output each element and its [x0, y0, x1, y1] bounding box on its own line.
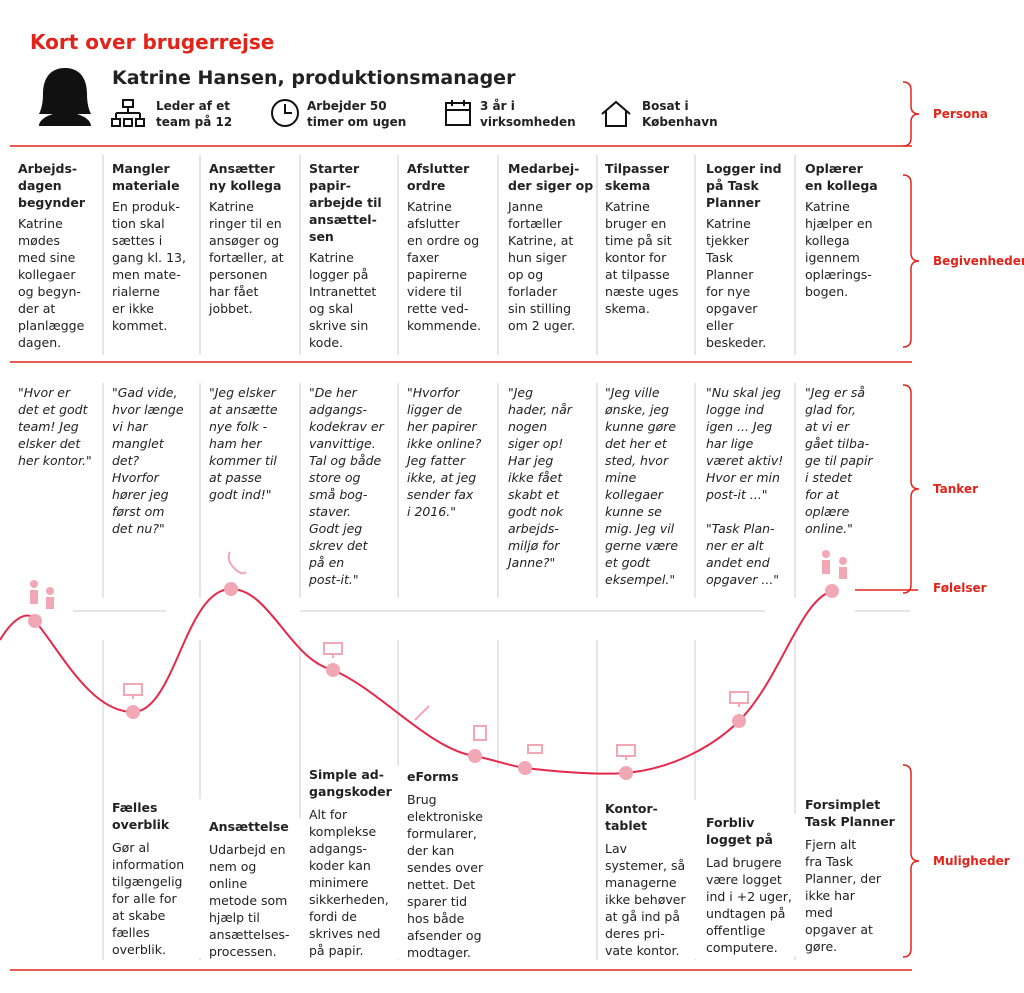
event-title: Oplærer en kollega — [805, 161, 878, 193]
opportunity-text: Lad brugere være logget ind i +2 uger, u… — [706, 855, 792, 955]
event-text: Katrine bruger en time på sit kontor for… — [605, 199, 679, 316]
opportunity: Simple ad- gangskoder Alt for komplekse a… — [309, 766, 403, 959]
thought: "Hvor er det et godt team! Jeg elsker de… — [18, 385, 92, 468]
persona-name: Katrine Hansen, produktionsmanager — [112, 67, 516, 89]
rules — [10, 81, 920, 971]
thought: "Jeg hader, når nogen siger op! Har jeg … — [508, 385, 572, 570]
persona-fact: Leder af et team på 12 — [156, 99, 233, 129]
opportunity-text: Brug elektroniske formularer, der kan se… — [407, 792, 484, 960]
persona-avatar — [39, 68, 91, 126]
event-text: Katrine tjekker Task Planner for nye opg… — [706, 216, 767, 350]
event: Ansætter ny kollega Katrine ringer til en… — [209, 160, 301, 317]
page-title: Kort over brugerrejse — [30, 30, 275, 54]
opportunity-title: eForms — [407, 769, 459, 784]
event-text: Katrine logger på Intranettet og skal sk… — [309, 250, 377, 350]
event: Afslutter ordre Katrine afslutter en ordr… — [407, 160, 499, 334]
opportunity-text: Gør al information tilgængelig for alle … — [112, 840, 185, 957]
section-label: Begivenheder — [933, 254, 1024, 268]
opportunity-title: Fælles overblik — [112, 800, 170, 832]
section-label: Tanker — [933, 482, 978, 496]
thought: "Gad vide, hvor længe vi har manglet det… — [112, 385, 184, 536]
event-title: Afslutter ordre — [407, 161, 470, 193]
event-title: Mangler materiale — [112, 161, 180, 193]
section-label: Muligheder — [933, 854, 1010, 868]
opportunity: Forsimplet Task Planner Fjern alt fra Tas… — [805, 796, 899, 955]
opportunity-title: Kontor- tablet — [605, 801, 658, 833]
opportunity-title: Forbliv logget på — [706, 815, 773, 847]
event-title: Logger ind på Task Planner — [706, 161, 782, 210]
event-text: Katrine afslutter en ordre og faxer papi… — [407, 199, 482, 333]
opportunity-title: Forsimplet Task Planner — [805, 797, 895, 829]
emotion-icons — [123, 551, 749, 760]
thought: "Hvorfor ligger de her papirer ikke onli… — [407, 385, 482, 519]
thought: "Nu skal jeg logge ind igen ... Jeg har … — [706, 385, 784, 587]
opportunity-text: Udarbejd en nem og online metode som hjæ… — [209, 842, 290, 959]
event-title: Ansætter ny kollega — [209, 161, 282, 193]
persona-icons — [111, 99, 631, 127]
persona-fact: 3 år i virksomheden — [480, 99, 576, 129]
event-text: En produk- tion skal sættes i gang kl. 1… — [112, 199, 186, 333]
event: Logger ind på Task Planner Katrine tjekke… — [706, 160, 798, 351]
opportunity-title: Simple ad- gangskoder — [309, 767, 392, 799]
opportunity-text: Lav systemer, så managerne ikke behøver … — [605, 841, 686, 958]
opportunity: Ansættelse Udarbejd en nem og online meto… — [209, 818, 303, 960]
persona-fact: Bosat i København — [642, 99, 718, 129]
opportunity: Kontor- tablet Lav systemer, så managerne… — [605, 800, 699, 959]
event-text: Janne fortæller Katrine, at hun siger op… — [508, 199, 576, 333]
event-text: Katrine ringer til en ansøger og fortæll… — [209, 199, 284, 316]
event: Starter papir- arbejde til ansættel- sen… — [309, 160, 401, 351]
thought: "Jeg ville ønske, jeg kunne gøre det her… — [605, 385, 679, 587]
event: Tilpasser skema Katrine bruger en time på… — [605, 160, 697, 317]
event-title: Medarbej- der siger op — [508, 161, 594, 193]
opportunity-text: Alt for komplekse adgangs- koder kan min… — [309, 807, 389, 958]
thought: "De her adgangs- kodekrav er vanvittige.… — [309, 385, 384, 587]
event: Mangler materiale En produk- tion skal sæ… — [112, 160, 204, 334]
event-title: Tilpasser skema — [605, 161, 670, 193]
emotion-curve — [0, 587, 833, 775]
thought: "Jeg elsker at ansætte nye folk - ham he… — [209, 385, 278, 502]
people-icons — [30, 550, 847, 609]
event-text: Katrine mødes med sine kollegaer og begy… — [18, 216, 85, 350]
opportunity-text: Fjern alt fra Task Planner, der ikke har… — [805, 837, 882, 954]
event-title: Arbejds- dagen begynder — [18, 161, 86, 210]
opportunity: eForms Brug elektroniske formularer, der … — [407, 768, 501, 961]
opportunity: Fælles overblik Gør al information tilgæn… — [112, 799, 206, 958]
section-label: Persona — [933, 107, 988, 121]
event-text: Katrine hjælper en kollega igennem oplær… — [805, 199, 873, 299]
event-title: Starter papir- arbejde til ansættel- sen — [309, 161, 382, 244]
event: Medarbej- der siger op Janne fortæller Ka… — [508, 160, 600, 334]
emotion-points — [28, 582, 839, 780]
section-label: Følelser — [933, 581, 987, 595]
opportunity: Forbliv logget på Lad brugere være logget… — [706, 814, 800, 956]
thought: "Jeg er så glad for, at vi er gået tilba… — [805, 385, 873, 536]
persona-fact: Arbejder 50 timer om ugen — [307, 99, 407, 129]
event: Oplærer en kollega Katrine hjælper en kol… — [805, 160, 897, 300]
opportunity-title: Ansættelse — [209, 819, 289, 834]
event: Arbejds- dagen begynder Katrine mødes med… — [18, 160, 110, 351]
